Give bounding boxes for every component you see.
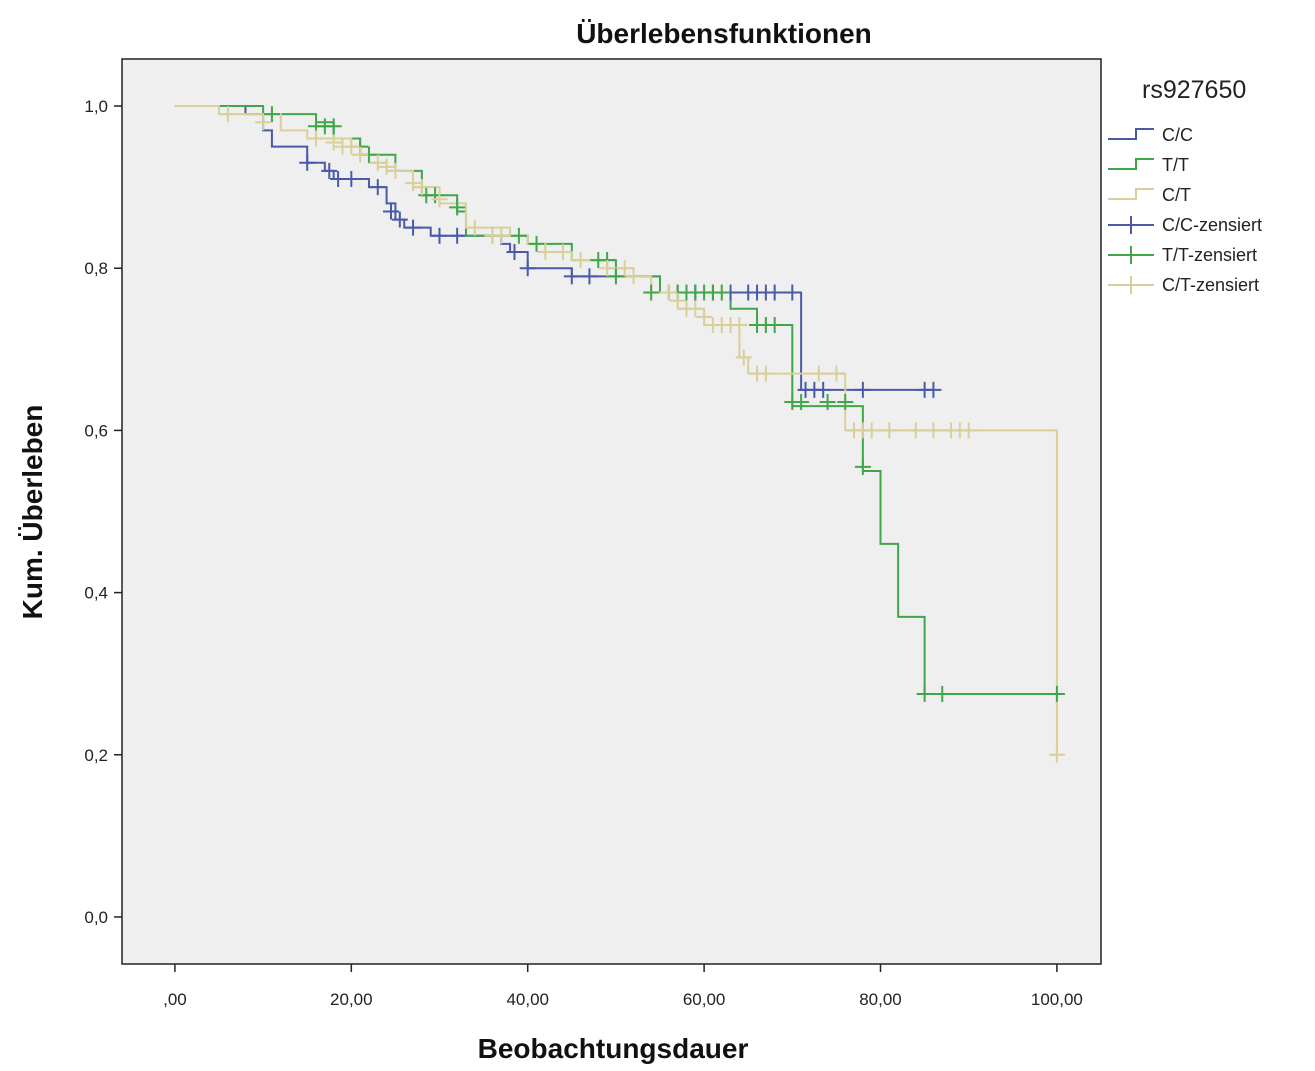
x-axis: ,00 20,00 40,00 60,00 80,00 100,00 bbox=[163, 964, 1083, 1009]
x-tick-label: 40,00 bbox=[506, 990, 549, 1009]
legend-swatch-line bbox=[1108, 159, 1154, 169]
x-tick-label: ,00 bbox=[163, 990, 187, 1009]
chart-title: Überlebensfunktionen bbox=[576, 18, 872, 49]
legend-item-ct: C/T bbox=[1108, 185, 1191, 205]
y-tick-label: 0,8 bbox=[84, 259, 108, 278]
plot-area bbox=[122, 59, 1101, 964]
legend-item-cc: C/C bbox=[1108, 125, 1193, 145]
y-tick-label: 0,0 bbox=[84, 908, 108, 927]
legend-title: rs927650 bbox=[1142, 76, 1246, 104]
legend-label: C/T bbox=[1162, 185, 1191, 205]
legend-item-cc-zensiert: C/C-zensiert bbox=[1108, 215, 1262, 235]
legend: C/C T/T C/T C/C-zensiert T/T-zensiert C/T-zen… bbox=[1108, 125, 1262, 295]
y-tick-label: 0,6 bbox=[84, 421, 108, 440]
legend-item-ct-zensiert: C/T-zensiert bbox=[1108, 275, 1259, 295]
x-tick-label: 20,00 bbox=[330, 990, 373, 1009]
legend-label: C/C bbox=[1162, 125, 1193, 145]
legend-item-tt-zensiert: T/T-zensiert bbox=[1108, 245, 1257, 265]
x-tick-label: 60,00 bbox=[683, 990, 726, 1009]
y-axis: 0,0 0,2 0,4 0,6 0,8 1,0 bbox=[84, 97, 122, 927]
legend-label: C/C-zensiert bbox=[1162, 215, 1262, 235]
y-axis-label: Kum. Überleben bbox=[17, 405, 48, 620]
x-axis-label: Beobachtungsdauer bbox=[478, 1033, 749, 1064]
legend-swatch-line bbox=[1108, 189, 1154, 199]
legend-label: T/T bbox=[1162, 155, 1189, 175]
legend-label: C/T-zensiert bbox=[1162, 275, 1259, 295]
legend-label: T/T-zensiert bbox=[1162, 245, 1257, 265]
y-tick-label: 0,4 bbox=[84, 584, 108, 603]
x-tick-label: 100,00 bbox=[1031, 990, 1083, 1009]
y-tick-label: 1,0 bbox=[84, 97, 108, 116]
x-tick-label: 80,00 bbox=[859, 990, 902, 1009]
legend-item-tt: T/T bbox=[1108, 155, 1189, 175]
legend-swatch-line bbox=[1108, 129, 1154, 139]
y-tick-label: 0,2 bbox=[84, 746, 108, 765]
